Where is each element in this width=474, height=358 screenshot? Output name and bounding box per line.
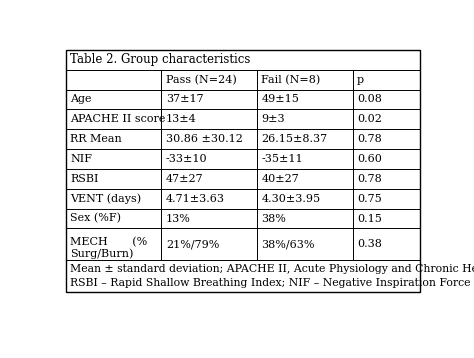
Text: 38%/63%: 38%/63%	[262, 240, 315, 249]
Text: Mean ± standard deviation; APACHE II, Acute Physiology and Chronic Health,: Mean ± standard deviation; APACHE II, Ac…	[70, 264, 474, 274]
Text: 0.38: 0.38	[357, 240, 382, 249]
Text: Table 2. Group characteristics: Table 2. Group characteristics	[70, 53, 251, 66]
Text: 37±17: 37±17	[166, 95, 203, 105]
Text: RSBI: RSBI	[70, 174, 99, 184]
Text: 0.78: 0.78	[357, 134, 382, 144]
Text: 4.71±3.63: 4.71±3.63	[166, 194, 225, 204]
Text: Age: Age	[70, 95, 92, 105]
Text: 0.75: 0.75	[357, 194, 382, 204]
Text: 9±3: 9±3	[262, 114, 285, 124]
Text: p: p	[357, 74, 364, 84]
Text: 13%: 13%	[166, 214, 191, 223]
Text: Sex (%F): Sex (%F)	[70, 213, 121, 224]
Text: MECH       (%: MECH (%	[70, 237, 147, 248]
Text: APACHE II score: APACHE II score	[70, 114, 165, 124]
Text: 47±27: 47±27	[166, 174, 203, 184]
Text: RSBI – Rapid Shallow Breathing Index; NIF – Negative Inspiration Force: RSBI – Rapid Shallow Breathing Index; NI…	[70, 278, 471, 288]
Bar	[66, 50, 420, 292]
Text: 26.15±8.37: 26.15±8.37	[262, 134, 328, 144]
Text: 0.60: 0.60	[357, 154, 382, 164]
Text: 38%: 38%	[262, 214, 286, 223]
Text: -35±11: -35±11	[262, 154, 303, 164]
Text: 4.30±3.95: 4.30±3.95	[262, 194, 320, 204]
Text: -33±10: -33±10	[166, 154, 208, 164]
Text: 49±15: 49±15	[262, 95, 300, 105]
Text: VENT (days): VENT (days)	[70, 193, 141, 204]
Text: 40±27: 40±27	[262, 174, 299, 184]
Text: NIF: NIF	[70, 154, 92, 164]
Text: 13±4: 13±4	[166, 114, 197, 124]
Text: 0.78: 0.78	[357, 174, 382, 184]
Text: Pass (N=24): Pass (N=24)	[166, 74, 237, 85]
Text: Surg/Burn): Surg/Burn)	[70, 248, 134, 259]
Text: 0.02: 0.02	[357, 114, 382, 124]
Text: 21%/79%: 21%/79%	[166, 240, 219, 249]
Text: RR Mean: RR Mean	[70, 134, 122, 144]
Text: 0.08: 0.08	[357, 95, 382, 105]
Text: Fail (N=8): Fail (N=8)	[262, 74, 321, 85]
Text: 30.86 ±30.12: 30.86 ±30.12	[166, 134, 243, 144]
Text: 0.15: 0.15	[357, 214, 382, 223]
